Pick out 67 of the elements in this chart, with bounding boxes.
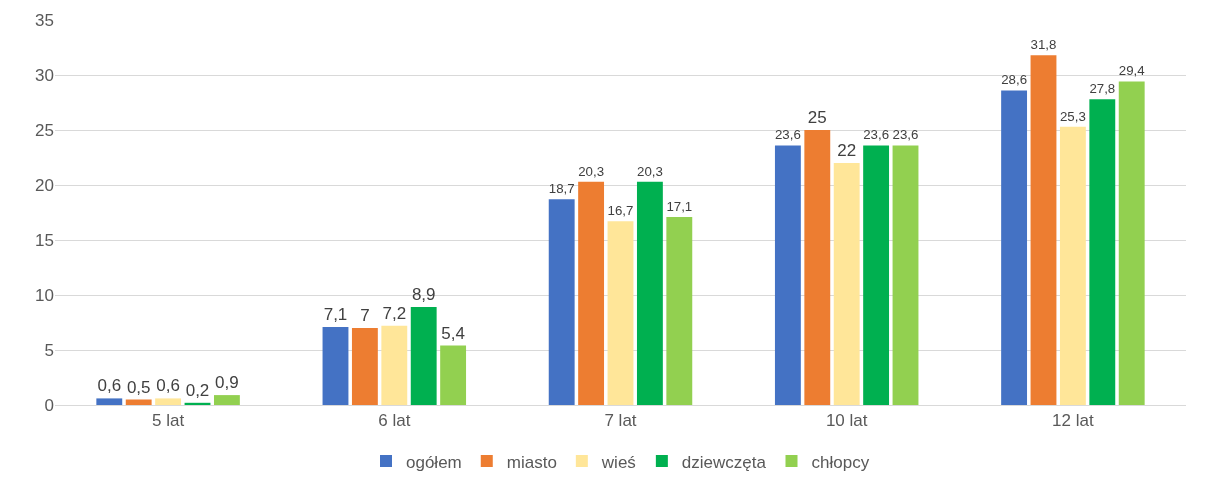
y-tick-label: 0 [44, 395, 54, 415]
bar [1001, 90, 1028, 405]
y-tick-label: 15 [35, 230, 54, 250]
y-tick-label: 35 [35, 10, 54, 30]
bar [381, 325, 408, 405]
bar [1118, 81, 1145, 405]
data-label: 7 [360, 306, 370, 325]
bar [213, 395, 240, 405]
data-label: 20,3 [578, 163, 605, 179]
data-label: 23,6 [774, 127, 801, 143]
bar [892, 145, 919, 405]
bar [774, 145, 801, 405]
bar [548, 199, 575, 405]
bar [155, 398, 182, 405]
y-tick-label: 5 [44, 340, 54, 360]
bar [322, 326, 349, 405]
bar [1059, 126, 1086, 405]
bar [351, 328, 378, 405]
data-label: 18,7 [548, 181, 575, 197]
data-label: 0,5 [126, 377, 151, 397]
data-label: 7,1 [323, 304, 348, 324]
bar [833, 163, 860, 405]
data-label: 23,6 [892, 127, 919, 143]
data-label: 31,8 [1030, 37, 1057, 53]
bar [125, 399, 152, 405]
data-label: 0,6 [97, 376, 122, 396]
data-label: 16,7 [607, 203, 634, 219]
data-label: 7,2 [382, 303, 407, 323]
data-label: 5,4 [441, 323, 465, 343]
x-tick-label: 5 lat [152, 411, 185, 431]
bar [636, 181, 663, 405]
bar [666, 216, 693, 405]
bar [1089, 99, 1116, 405]
bar [578, 181, 605, 405]
data-label: 0,2 [185, 380, 210, 400]
bar [410, 307, 437, 405]
data-label: 27,8 [1089, 81, 1116, 97]
legend-label: ogółem [406, 452, 462, 472]
x-tick-label: 12 lat [1052, 411, 1094, 431]
bar [804, 130, 831, 405]
data-label: 8,9 [411, 285, 436, 305]
x-tick-label: 6 lat [378, 411, 411, 431]
data-label: 0,9 [215, 373, 239, 393]
bar [863, 145, 890, 405]
data-label: 0,6 [156, 376, 180, 396]
bar [1030, 55, 1057, 405]
data-label: 28,6 [1001, 72, 1028, 88]
legend-label: wieś [600, 452, 636, 472]
data-label: 17,1 [666, 198, 693, 214]
data-label: 20,3 [636, 163, 663, 179]
data-label: 25,3 [1059, 108, 1086, 124]
x-tick-label: 10 lat [825, 411, 868, 431]
data-label: 29,4 [1118, 63, 1145, 79]
y-tick-label: 20 [35, 175, 54, 195]
y-tick-label: 30 [35, 65, 54, 85]
x-tick-label: 7 lat [604, 411, 637, 431]
legend-label: chłopcy [811, 452, 870, 472]
data-label: 25 [807, 108, 827, 127]
legend-label: dziewczęta [681, 452, 767, 472]
bar [607, 221, 634, 405]
y-tick-label: 10 [35, 285, 54, 305]
legend-label: miasto [506, 452, 557, 472]
bar [440, 345, 467, 405]
y-tick-label: 25 [35, 120, 54, 140]
bar [96, 398, 123, 405]
data-label: 23,6 [863, 127, 890, 143]
data-label: 22 [837, 141, 857, 160]
